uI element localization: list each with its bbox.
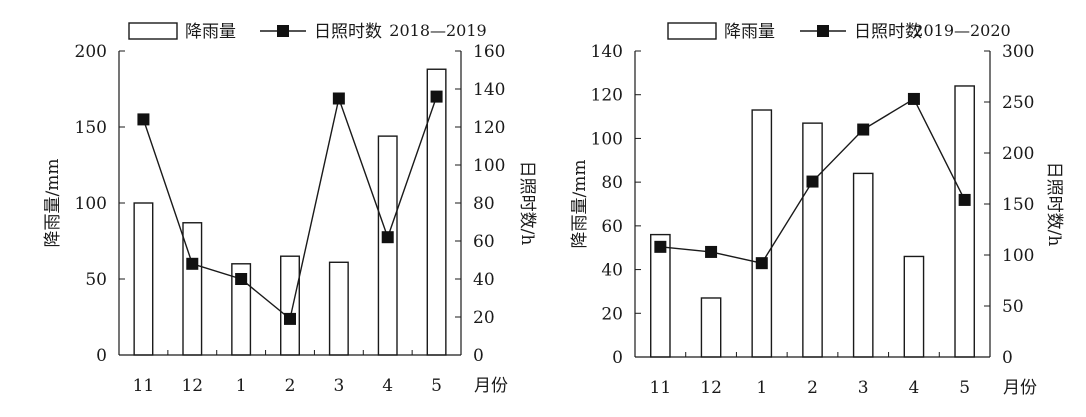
sunshine-marker: [430, 90, 443, 103]
right-y-tick-label: 250: [1002, 93, 1034, 113]
period-label: 2019—2020: [913, 21, 1010, 40]
legend-line-marker: [817, 25, 829, 37]
right-y-tick-label: 0: [473, 346, 484, 366]
x-tick-label: 5: [431, 376, 442, 396]
rainfall-bar: [852, 172, 874, 358]
x-tick-label: 11: [133, 376, 155, 396]
right-y-tick-label: 300: [1002, 42, 1034, 62]
x-tick-label: 5: [959, 378, 970, 398]
x-tick-label: 1: [236, 376, 247, 396]
legend-bar-label: 降雨量: [185, 22, 236, 42]
sunshine-marker: [186, 257, 199, 270]
x-tick-label: 11: [650, 378, 672, 398]
right-y-tick-label: 0: [1002, 348, 1013, 368]
left-y-tick-label: 0: [96, 346, 107, 366]
right-y-tick-label: 60: [473, 232, 495, 252]
legend-bar-label: 降雨量: [724, 22, 775, 42]
x-tick-label: 2: [807, 378, 818, 398]
x-tick-label: 4: [382, 376, 393, 396]
right-y-tick-label: 120: [473, 118, 505, 138]
x-axis-title: 月份: [474, 376, 508, 396]
left-y-tick-label: 40: [601, 261, 623, 281]
right-y-tick-label: 200: [1002, 144, 1034, 164]
sunshine-marker: [284, 312, 296, 325]
right-y-tick-label: 100: [473, 156, 505, 176]
sunshine-marker: [235, 273, 248, 285]
left-y-axis-title: 降雨量/mm: [570, 160, 590, 249]
left-y-tick-label: 80: [601, 173, 623, 193]
x-tick-label: 1: [756, 378, 767, 398]
left-y-tick-label: 0: [612, 348, 623, 368]
x-tick-label: 2: [285, 376, 296, 396]
right-y-axis-title: 日照时数/h: [1044, 162, 1064, 247]
rainfall-bar: [328, 261, 349, 356]
right-y-tick-label: 50: [1002, 297, 1024, 317]
left-y-tick-label: 60: [601, 217, 623, 237]
right-y-tick-label: 40: [473, 270, 495, 290]
legend-line-label: 日照时数: [854, 22, 922, 42]
left-y-tick-label: 50: [85, 270, 107, 290]
legend-bar-swatch: [667, 22, 717, 40]
sunshine-marker: [381, 231, 394, 244]
sunshine-marker: [755, 257, 768, 270]
rainfall-bar: [802, 122, 823, 358]
sunshine-marker: [907, 92, 920, 105]
right-y-tick-label: 20: [473, 308, 495, 328]
right-y-tick-label: 150: [1002, 195, 1034, 215]
right-y-tick-label: 80: [473, 194, 495, 214]
legend-line-label: 日照时数: [314, 22, 382, 42]
rainfall-bar: [954, 85, 975, 358]
legend-bar-swatch: [128, 22, 178, 40]
sunshine-marker: [654, 240, 667, 253]
left-y-tick-label: 120: [591, 86, 623, 106]
right-y-tick-label: 160: [473, 42, 505, 62]
left-y-tick-label: 100: [591, 129, 623, 149]
left-y-tick-label: 200: [75, 42, 107, 62]
rainfall-bar: [751, 109, 773, 358]
x-tick-label: 3: [858, 378, 869, 398]
right-y-axis-title: 日照时数/h: [517, 161, 537, 246]
sunshine-marker: [705, 245, 718, 258]
sunshine-marker: [857, 123, 870, 136]
sunshine-marker: [958, 193, 971, 206]
left-y-tick-label: 100: [75, 194, 107, 214]
left-y-tick-label: 150: [75, 118, 107, 138]
x-axis-title: 月份: [1003, 378, 1037, 398]
right-y-tick-label: 100: [1002, 246, 1034, 266]
legend-line-marker: [277, 25, 289, 37]
rainfall-bar: [377, 135, 398, 356]
right-y-tick-label: 140: [473, 80, 505, 100]
x-tick-label: 3: [333, 376, 344, 396]
rainfall-bar: [280, 255, 300, 356]
rainfall-bar: [426, 68, 447, 356]
left-y-axis-title: 降雨量/mm: [43, 159, 63, 248]
x-tick-label: 12: [181, 376, 203, 396]
left-y-tick-label: 20: [601, 304, 623, 324]
rainfall-bar: [650, 233, 671, 358]
rainfall-bar: [133, 202, 154, 356]
rainfall-bar: [903, 255, 925, 358]
sunshine-marker: [137, 113, 150, 126]
left-y-tick-label: 140: [591, 42, 623, 62]
sunshine-marker: [332, 92, 345, 105]
sunshine-marker: [806, 175, 819, 188]
period-label: 2018—2019: [389, 21, 486, 40]
x-tick-label: 12: [700, 378, 722, 398]
x-tick-label: 4: [909, 378, 920, 398]
rainfall-bar: [700, 297, 722, 358]
